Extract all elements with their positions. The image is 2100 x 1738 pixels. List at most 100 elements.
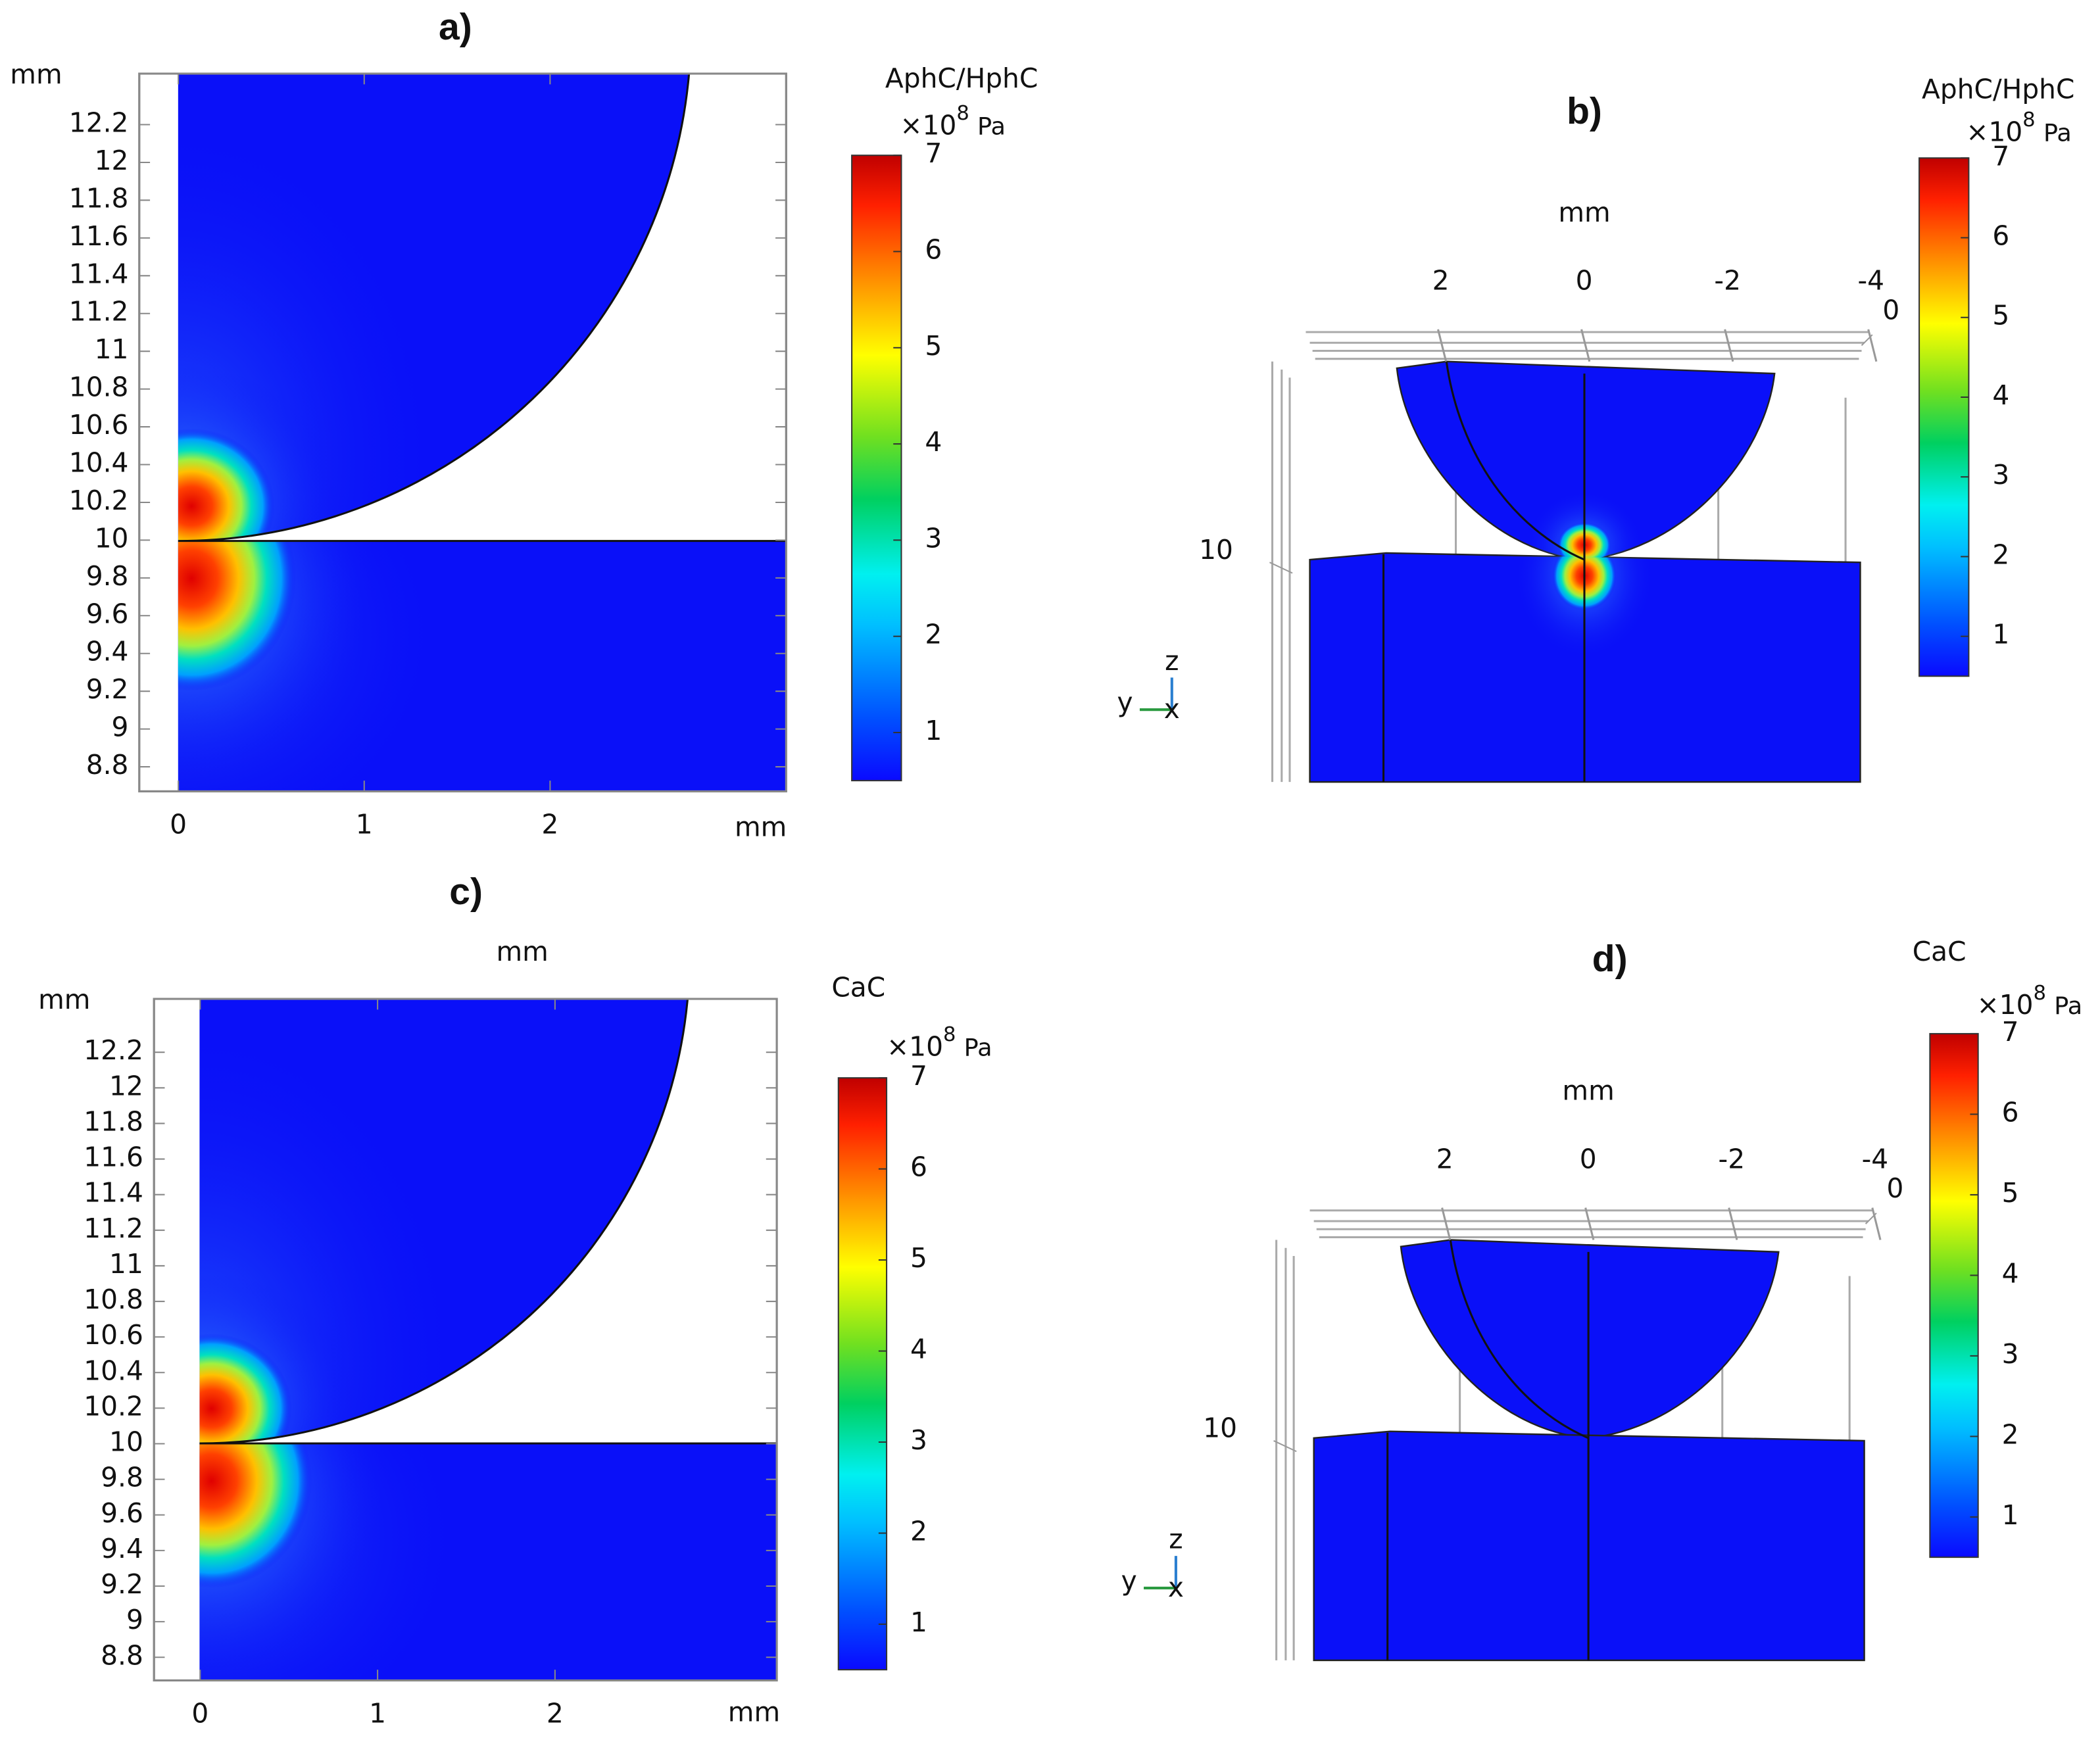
colorbar-tick-label: 7 <box>1992 140 2009 172</box>
colorbar-tick-label: 2 <box>1992 539 2009 570</box>
x-tick-label: -2 <box>1714 265 1741 297</box>
x-tick <box>1728 1207 1738 1240</box>
y-tick-label: 11 <box>109 1248 143 1280</box>
triad-y-label: y <box>1121 1565 1137 1597</box>
y-tick-label: 11.8 <box>69 182 129 214</box>
colorbar-unit: ×108 Pa <box>900 102 1006 141</box>
boundary <box>199 998 777 1445</box>
unit-exponent: 8 <box>943 1023 956 1046</box>
colorbar-tick-label: 4 <box>2002 1257 2019 1289</box>
x-tick <box>1580 329 1591 362</box>
edge <box>1449 1240 1589 1439</box>
y-tick-label: 12.2 <box>84 1034 143 1066</box>
x-axis-label: mm <box>1558 197 1610 228</box>
y-tick-label: 10.6 <box>69 409 129 441</box>
colorbar-tick-label: 7 <box>2002 1016 2019 1048</box>
triad-z-label: z <box>1169 1524 1183 1555</box>
x-tick-label: 0 <box>170 808 187 840</box>
y-tick-label: 8.8 <box>101 1639 143 1671</box>
colorbar-tick-label: 5 <box>1992 300 2009 331</box>
y-tick <box>1861 334 1873 347</box>
colorbar-tick-label: 4 <box>1992 379 2009 411</box>
colorbar-tick-label: 3 <box>925 522 942 554</box>
triad-z-label: z <box>1165 645 1179 677</box>
x-tick-label: 0 <box>1576 265 1593 297</box>
y-tick-label: 12 <box>95 145 129 176</box>
y-tick-label: 9.4 <box>101 1533 143 1564</box>
y-tick-label: 11.6 <box>69 220 129 252</box>
hotspot <box>199 1443 312 1588</box>
x-tick <box>1871 1207 1882 1240</box>
x-tick-label: 2 <box>1436 1143 1453 1174</box>
x-tick-label: 0 <box>1580 1143 1597 1174</box>
x-tick-label: 2 <box>541 808 558 840</box>
colorbar-tick-label: 2 <box>925 619 942 650</box>
unit-name: Pa <box>964 1033 992 1061</box>
plot-border <box>153 998 778 1681</box>
colorbar-tick-label: 6 <box>1992 220 2009 252</box>
z-tick-label: 10 <box>1199 534 1233 566</box>
colorbar-tick-label: 4 <box>925 426 942 458</box>
colorbar-tick-label: 7 <box>910 1060 927 1092</box>
colorbar-tick-label: 1 <box>910 1606 927 1638</box>
colorbar-tick-label: 2 <box>910 1515 927 1547</box>
x-tick-label: 2 <box>547 1697 564 1729</box>
y-tick-label: 10 <box>109 1426 143 1458</box>
triad-x-label: x <box>1168 1572 1184 1603</box>
y-tick <box>1865 1213 1877 1224</box>
colorbar-tick-label: 5 <box>2002 1177 2019 1209</box>
colorbar <box>1929 1032 1979 1558</box>
colorbar-tick-label: 6 <box>2002 1096 2019 1128</box>
x-tick <box>1584 1207 1595 1240</box>
unit-multiplier: ×10 <box>887 1030 943 1062</box>
colorbar-tick-label: 1 <box>1992 619 2009 650</box>
y-tick-label: 9.2 <box>101 1568 143 1600</box>
colorbar-unit: ×108 Pa <box>887 1023 992 1062</box>
unit-multiplier: ×10 <box>900 109 956 141</box>
panel-3d: 2 0 -2 -4 mm 0 10 z y x <box>1121 1075 1903 1662</box>
x-tick <box>1867 329 1878 362</box>
y-tick-label: 10.2 <box>69 485 129 516</box>
edge <box>1445 361 1585 561</box>
x-tick-label: -2 <box>1719 1143 1746 1174</box>
boundary <box>178 73 787 543</box>
x-tick-label: 0 <box>191 1697 208 1729</box>
unit-exponent: 8 <box>2022 109 2035 132</box>
colorbar-title: AphC/HphC <box>1922 73 2074 105</box>
y-tick-label: 9.4 <box>86 636 129 667</box>
y-axis-label: mm <box>10 59 62 90</box>
panel-title: a) <box>439 6 472 48</box>
triad-x-label: x <box>1164 693 1180 725</box>
y-tick-label: 11.4 <box>69 258 129 289</box>
colorbar-tick-label: 4 <box>910 1334 927 1365</box>
y-tick-label: 10 <box>95 522 129 554</box>
x-tick <box>1724 329 1734 362</box>
y-tick-label: 9.6 <box>101 1497 143 1529</box>
y-tick-label: 0 <box>1886 1172 1903 1204</box>
colorbar-tick-label: 1 <box>2002 1499 2019 1531</box>
colorbar-tick-label: 6 <box>925 233 942 265</box>
unit-multiplier: ×10 <box>1977 989 2034 1021</box>
unit-name: Pa <box>2054 992 2082 1020</box>
hotspot <box>199 1334 292 1444</box>
unit-exponent: 8 <box>956 102 969 125</box>
x-tick-label: 2 <box>1432 265 1450 297</box>
y-tick-label: 11.2 <box>84 1213 143 1244</box>
x-tick <box>1437 329 1448 362</box>
colorbar-tick-label: 5 <box>910 1242 927 1274</box>
y-tick-label: 0 <box>1882 294 1899 326</box>
y-tick-label: 10.8 <box>84 1284 143 1315</box>
colorbar-tick-label: 2 <box>2002 1418 2019 1450</box>
y-tick-label: 11.2 <box>69 296 129 327</box>
colorbar-tick-label: 5 <box>925 330 942 362</box>
y-tick-label: 12 <box>109 1070 143 1101</box>
colorbar-tick-label: 3 <box>910 1424 927 1456</box>
unit-name: Pa <box>977 112 1006 140</box>
panel-title: c) <box>449 871 483 913</box>
z-tick <box>1273 1440 1297 1453</box>
colorbar-title: CaC <box>1913 936 1966 967</box>
triad-y-label: y <box>1117 687 1133 718</box>
hotspot <box>178 428 275 541</box>
colorbar-tick-label: 1 <box>925 715 942 746</box>
